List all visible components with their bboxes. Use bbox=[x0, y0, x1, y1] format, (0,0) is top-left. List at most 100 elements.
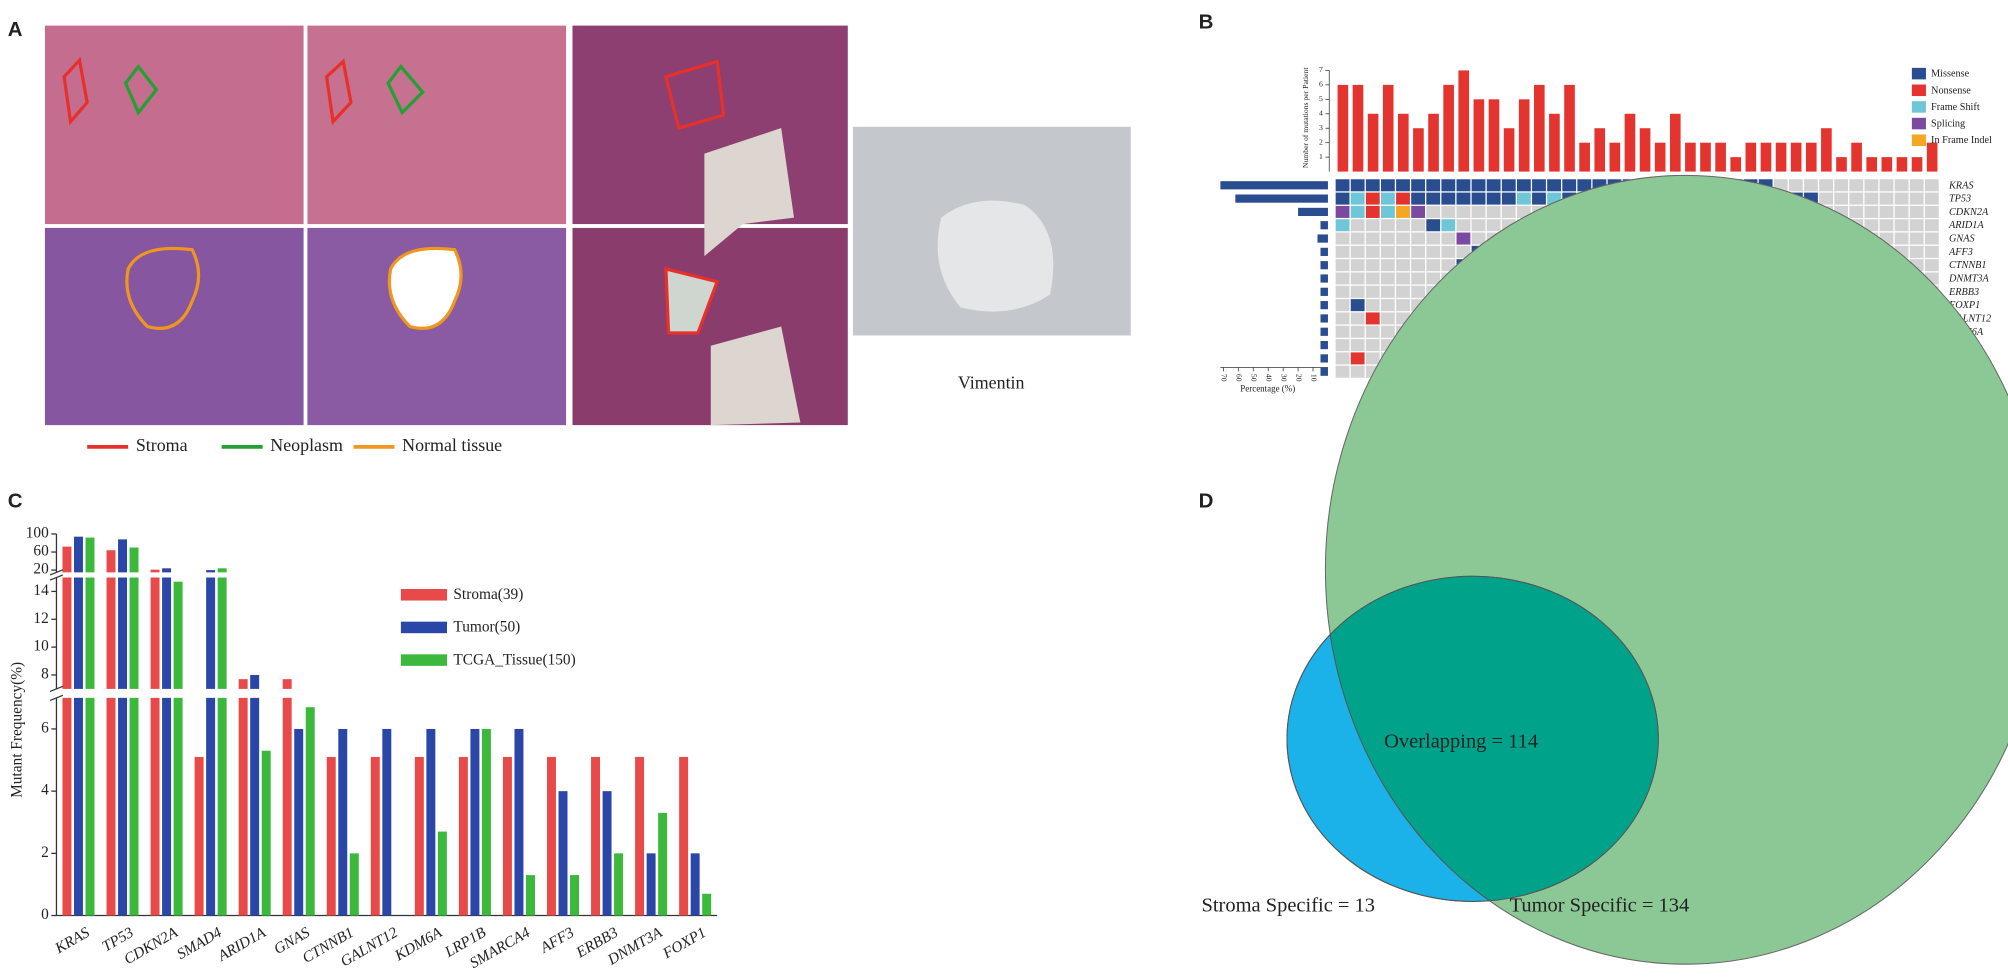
cell-empty bbox=[1909, 232, 1924, 245]
cell-empty bbox=[1365, 339, 1380, 352]
mutation-cell bbox=[1426, 219, 1441, 232]
cell-empty bbox=[1350, 272, 1365, 285]
cell-empty bbox=[1380, 312, 1395, 325]
bar bbox=[458, 756, 468, 916]
panel-label: A bbox=[8, 18, 23, 41]
bar bbox=[282, 679, 292, 916]
cell-empty bbox=[1456, 205, 1471, 218]
cell-empty bbox=[1879, 192, 1894, 205]
bar bbox=[1518, 99, 1530, 172]
mutation-cell bbox=[1516, 179, 1531, 192]
cell-empty bbox=[1486, 219, 1501, 232]
cell-empty bbox=[1335, 299, 1350, 312]
bar bbox=[1624, 113, 1636, 172]
cell-empty bbox=[1350, 325, 1365, 338]
neoplasm-outline bbox=[123, 63, 159, 116]
bar bbox=[238, 679, 248, 916]
bar bbox=[470, 728, 480, 916]
y-tick-label: 0 bbox=[41, 906, 49, 923]
legend-swatch bbox=[1911, 67, 1926, 80]
legend-swatch bbox=[400, 621, 447, 634]
cell-empty bbox=[1365, 352, 1380, 365]
mutation-cell bbox=[1532, 192, 1546, 205]
bar bbox=[679, 756, 689, 916]
bar bbox=[1639, 128, 1651, 172]
mutation-cell bbox=[1441, 179, 1456, 192]
cell-empty bbox=[1365, 272, 1380, 285]
lumen bbox=[704, 128, 795, 257]
bar bbox=[349, 853, 359, 916]
cell-empty bbox=[1411, 272, 1426, 285]
mutation-cell bbox=[1471, 179, 1486, 192]
panel-label: B bbox=[1199, 10, 1214, 33]
overlap-region bbox=[1324, 576, 1659, 902]
cell-empty bbox=[1924, 245, 1939, 258]
cell-empty bbox=[1365, 259, 1380, 272]
bar bbox=[1821, 128, 1832, 172]
cell-empty bbox=[1396, 272, 1410, 285]
y-tick-label: 2 bbox=[1319, 137, 1323, 146]
bar bbox=[1367, 113, 1379, 172]
mutation-cell bbox=[1380, 205, 1395, 218]
mutation-cell bbox=[1411, 179, 1426, 192]
cell-empty bbox=[1924, 205, 1939, 218]
mutation-cell bbox=[1456, 232, 1471, 245]
legend-swatch bbox=[1911, 117, 1926, 130]
bar bbox=[546, 756, 556, 916]
bar bbox=[1398, 113, 1409, 172]
stroma-outline bbox=[664, 59, 726, 131]
x-tick-label: 40 bbox=[1264, 374, 1273, 382]
cell-empty bbox=[1426, 205, 1441, 218]
mutation-cell bbox=[1365, 179, 1380, 192]
cell-empty bbox=[1426, 259, 1441, 272]
y-axis-label: Mutant Frequency(%) bbox=[9, 662, 26, 798]
cell-empty bbox=[1350, 285, 1365, 298]
y-tick-label: 3 bbox=[1319, 123, 1323, 132]
bar bbox=[1317, 234, 1328, 243]
stroma-outline bbox=[324, 58, 353, 126]
cell-empty bbox=[1335, 352, 1350, 365]
legend-label: TCGA_Tissue(150) bbox=[453, 651, 575, 668]
tissue-image bbox=[572, 227, 848, 426]
mutation-cell bbox=[1380, 179, 1395, 192]
x-tick-label: ARID1A bbox=[214, 924, 269, 966]
cell-empty bbox=[1365, 325, 1380, 338]
bar bbox=[1473, 99, 1485, 172]
x-tick-label: SMAD4 bbox=[174, 924, 225, 963]
tissue-image bbox=[44, 25, 304, 225]
cell-empty bbox=[1411, 232, 1426, 245]
cell-empty bbox=[1350, 259, 1365, 272]
x-tick-label: 50 bbox=[1249, 374, 1258, 382]
x-tick-label: KDM6A bbox=[391, 924, 445, 965]
gene-label: KRAS bbox=[1948, 180, 1973, 191]
gene-label: ARID1A bbox=[1948, 220, 1984, 231]
bar bbox=[1866, 157, 1878, 172]
cell-empty bbox=[1350, 232, 1365, 245]
bar bbox=[414, 756, 424, 916]
legend-label: Tumor(50) bbox=[453, 619, 520, 636]
cell-empty bbox=[1396, 285, 1410, 298]
mutation-cell bbox=[1365, 312, 1380, 325]
y-tick-label: 6 bbox=[41, 719, 49, 736]
x-tick-label: FOXP1 bbox=[659, 924, 709, 963]
mutation-cell bbox=[1456, 179, 1471, 192]
cell-empty bbox=[1909, 245, 1924, 258]
cell-empty bbox=[1426, 272, 1441, 285]
cell-empty bbox=[1411, 285, 1426, 298]
bar bbox=[1352, 84, 1364, 172]
legend-label: Stroma(39) bbox=[453, 586, 523, 603]
bar bbox=[1488, 99, 1500, 172]
micrographs bbox=[44, 25, 1131, 426]
cell-empty bbox=[1924, 219, 1939, 232]
axis-break bbox=[49, 569, 64, 576]
mutation-cell bbox=[1335, 192, 1350, 205]
image-caption: Vimentin bbox=[958, 372, 1025, 392]
mutation-cell bbox=[1396, 192, 1410, 205]
bar bbox=[1503, 128, 1515, 172]
cell-empty bbox=[1350, 339, 1365, 352]
panel-label: C bbox=[8, 489, 23, 512]
bar bbox=[194, 756, 204, 916]
cell-empty bbox=[1380, 245, 1395, 258]
cell-empty bbox=[1335, 245, 1350, 258]
